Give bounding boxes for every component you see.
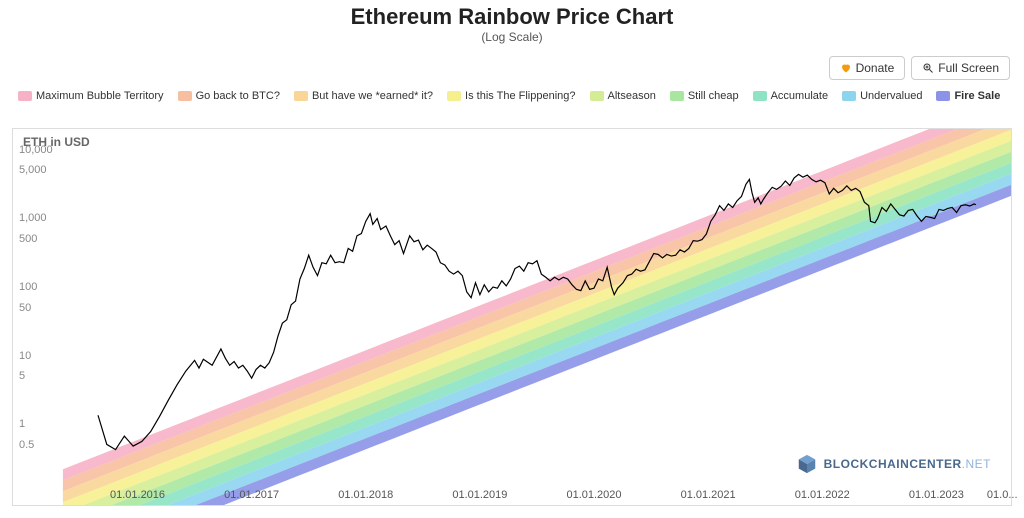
fullscreen-icon [922, 62, 934, 74]
watermark-text1: BLOCKCHAIN [824, 457, 910, 471]
y-tick-label: 1,000 [19, 212, 47, 224]
y-tick-label: 1 [19, 418, 25, 430]
legend-swatch [670, 91, 684, 101]
x-tick-label: 01.01.2019 [452, 489, 507, 501]
y-tick-label: 5,000 [19, 164, 47, 176]
legend-label: Go back to BTC? [196, 90, 280, 102]
x-tick-label: 01.01.2022 [795, 489, 850, 501]
rainbow-chart [13, 129, 1011, 505]
page-title: Ethereum Rainbow Price Chart [0, 4, 1024, 30]
x-tick-label: 01.01.2021 [681, 489, 736, 501]
x-tick-label: 01.01.2023 [909, 489, 964, 501]
watermark: BLOCKCHAINCENTER.NET [796, 453, 991, 475]
legend-item[interactable]: Go back to BTC? [178, 90, 280, 102]
watermark-text3: .NET [962, 457, 991, 471]
x-tick-label: 01.01.2017 [224, 489, 279, 501]
legend-label: Accumulate [771, 90, 828, 102]
legend-label: Altseason [608, 90, 656, 102]
x-tick-label: 01.0... [987, 489, 1018, 501]
y-axis: 0.5 1 5 10 50 100 500 1,000 5,000 10,000 [13, 129, 63, 481]
legend-swatch [447, 91, 461, 101]
page-subtitle: (Log Scale) [0, 30, 1024, 44]
legend-label: Maximum Bubble Territory [36, 90, 164, 102]
x-tick-label: 01.01.2018 [338, 489, 393, 501]
x-tick-label: 01.01.2016 [110, 489, 165, 501]
legend-item[interactable]: Altseason [590, 90, 656, 102]
y-tick-label: 100 [19, 281, 37, 293]
legend-label: Undervalued [860, 90, 922, 102]
legend-swatch [842, 91, 856, 101]
legend-item[interactable]: Accumulate [753, 90, 828, 102]
rainbow-band [63, 130, 1011, 505]
legend-swatch [590, 91, 604, 101]
heart-icon [840, 62, 852, 74]
legend-item[interactable]: Still cheap [670, 90, 739, 102]
y-tick-label: 5 [19, 370, 25, 382]
legend-item[interactable]: Fire Sale [936, 90, 1000, 102]
legend-swatch [936, 91, 950, 101]
legend-label: Still cheap [688, 90, 739, 102]
legend-item[interactable]: Undervalued [842, 90, 922, 102]
y-tick-label: 10 [19, 350, 31, 362]
legend-item[interactable]: Maximum Bubble Territory [18, 90, 164, 102]
fullscreen-button[interactable]: Full Screen [911, 56, 1010, 80]
chart-legend: Maximum Bubble Territory Go back to BTC? B… [0, 90, 1024, 102]
legend-label: But have we *earned* it? [312, 90, 433, 102]
x-tick-label: 01.01.2020 [566, 489, 621, 501]
legend-swatch [178, 91, 192, 101]
y-tick-label: 0.5 [19, 439, 34, 451]
legend-swatch [753, 91, 767, 101]
x-axis: 01.01.2016 01.01.2017 01.01.2018 01.01.2019… [13, 481, 1011, 505]
fullscreen-label: Full Screen [938, 61, 999, 75]
legend-swatch [18, 91, 32, 101]
chart-area: ETH in USD 0.51510501005001,0005,00010,0… [12, 128, 1012, 506]
cube-icon [796, 453, 818, 475]
donate-label: Donate [856, 61, 895, 75]
legend-item[interactable]: But have we *earned* it? [294, 90, 433, 102]
y-tick-label: 50 [19, 302, 31, 314]
legend-item[interactable]: Is this The Flippening? [447, 90, 575, 102]
legend-swatch [294, 91, 308, 101]
y-tick-label: 500 [19, 233, 37, 245]
donate-button[interactable]: Donate [829, 56, 906, 80]
watermark-text2: CENTER [909, 457, 961, 471]
legend-label: Is this The Flippening? [465, 90, 575, 102]
rainbow-band [63, 129, 1011, 502]
y-tick-label: 10,000 [19, 144, 53, 156]
legend-label: Fire Sale [954, 90, 1000, 102]
